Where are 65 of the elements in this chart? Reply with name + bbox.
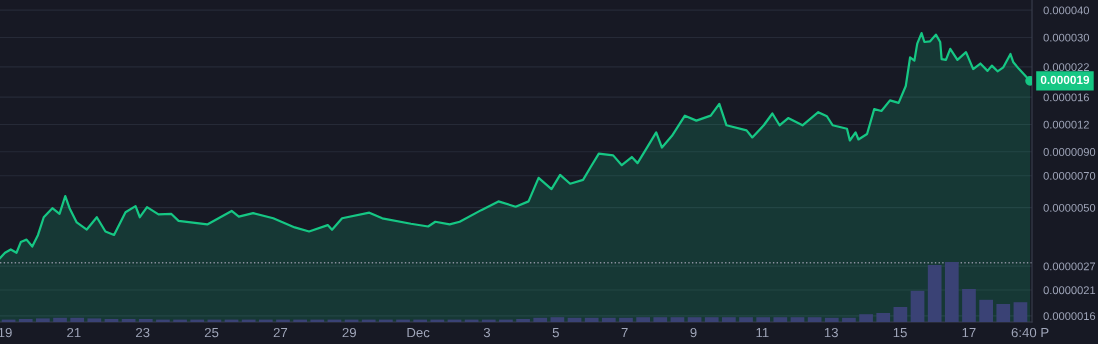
x-tick-label: 7 — [621, 328, 628, 338]
x-tick-label: 5 — [552, 328, 559, 338]
x-tick-label: 21 — [67, 327, 81, 338]
bar — [824, 317, 839, 322]
bar — [653, 317, 668, 322]
bar — [516, 319, 530, 322]
bar — [979, 299, 993, 322]
bar — [944, 262, 959, 322]
y-tick-label: 0.0000090 — [1043, 148, 1096, 156]
x-tick-label: 11 — [756, 328, 769, 338]
x-tick-label: 3 — [483, 327, 491, 338]
y-tick-label: 0.000012 — [1043, 120, 1089, 129]
bar — [876, 313, 891, 322]
bar — [722, 317, 736, 322]
bar — [550, 317, 565, 322]
bar — [842, 317, 856, 322]
bar — [893, 307, 908, 322]
x-tick-label: 29 — [342, 327, 356, 338]
bar — [996, 304, 1011, 322]
y-tick-label: 0.0000050 — [1043, 203, 1096, 212]
y-tick-label: 0.000040 — [1043, 6, 1090, 15]
bar — [87, 318, 102, 322]
bar — [121, 319, 136, 322]
x-tick-label: 9 — [690, 327, 697, 338]
bar — [53, 317, 67, 322]
bar — [636, 317, 650, 322]
bar — [70, 317, 85, 322]
bar — [756, 317, 771, 322]
bar — [567, 317, 582, 322]
y-tick-label: 0.000022 — [1043, 63, 1089, 72]
bar — [859, 314, 873, 322]
y-tick-label: 0.0000016 — [1043, 312, 1096, 321]
bar — [584, 317, 599, 322]
annotation: 0.000019 — [1040, 75, 1090, 85]
x-tick-label: 17 — [962, 328, 976, 338]
x-tick-label: 15 — [893, 328, 907, 338]
y-tick-label: 0.000016 — [1043, 93, 1089, 102]
x-tick-label: 13 — [824, 327, 838, 338]
x-tick-label: 27 — [273, 327, 288, 338]
bar — [138, 319, 153, 322]
bar — [790, 317, 805, 322]
bar — [18, 319, 33, 322]
bar — [1013, 302, 1028, 322]
y-tick-label: 0.0000070 — [1043, 171, 1096, 180]
bar — [739, 317, 753, 322]
bar — [601, 317, 616, 322]
bar — [962, 289, 976, 322]
bar — [533, 317, 548, 322]
y-tick-label: 0.0000021 — [1043, 286, 1096, 295]
x-tick-label: Dec — [407, 328, 430, 338]
y-tick-label: 0.000030 — [1043, 33, 1090, 42]
x-tick-label: 25 — [204, 327, 219, 338]
bar — [36, 318, 50, 322]
bar — [104, 319, 119, 322]
x-tick-label: 23 — [136, 327, 150, 338]
bar — [927, 265, 942, 322]
x-tick-label: 6:40 P — [1011, 327, 1049, 338]
bar — [687, 317, 702, 322]
bar — [670, 317, 685, 322]
bar — [773, 317, 788, 322]
bar — [704, 317, 719, 322]
bar — [619, 317, 633, 322]
y-tick-label: 0.0000027 — [1043, 262, 1096, 271]
bar — [910, 290, 925, 322]
bar — [807, 317, 822, 322]
